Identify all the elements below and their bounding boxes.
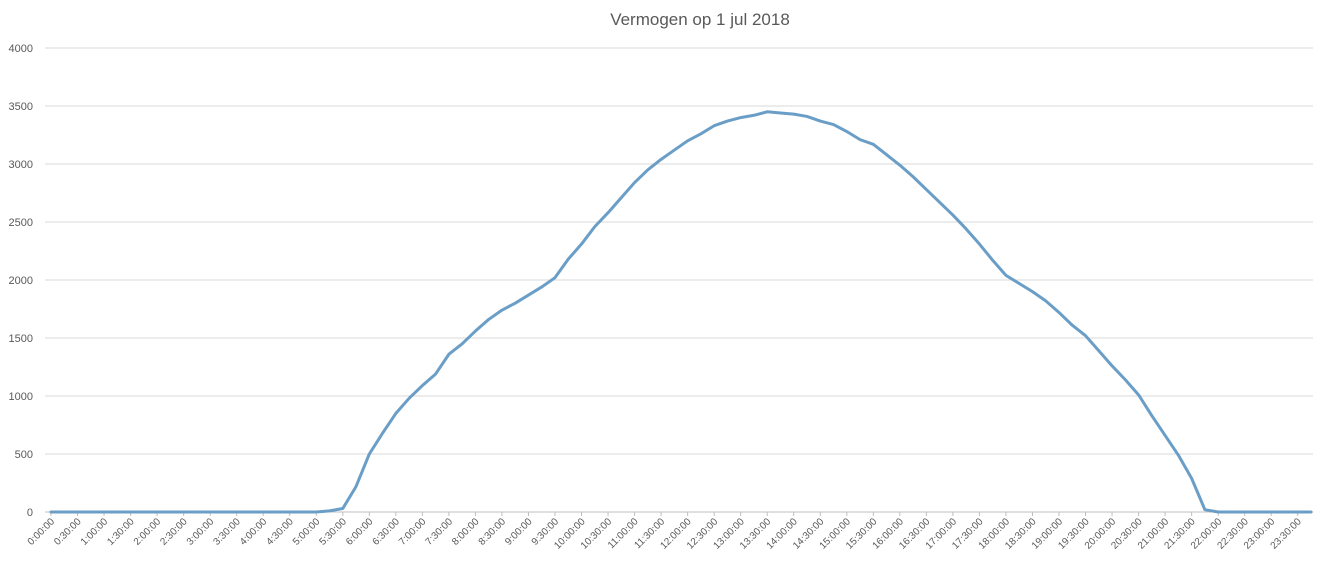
y-tick-label: 0 [27, 507, 33, 519]
x-tick-label: 4:30:00 [264, 516, 296, 548]
y-tick-label: 3000 [9, 159, 33, 171]
x-tick-label: 2:00:00 [132, 516, 164, 548]
y-tick-label: 2500 [9, 217, 33, 229]
gridlines [45, 47, 1313, 513]
y-tick-label: 4000 [9, 43, 33, 55]
x-tick-label: 7:30:00 [424, 516, 456, 548]
x-tick-label: 0:00:00 [26, 516, 58, 548]
y-axis-ticks: 0 500 1000 1500 2000 2500 3000 3500 4000 [9, 43, 33, 519]
series-line-vermogen [49, 110, 1313, 514]
x-tick-label: 2:30:00 [158, 516, 190, 548]
x-tick-label: 3:30:00 [211, 516, 243, 548]
x-tick-label: 6:00:00 [344, 516, 376, 548]
y-tick-label: 1000 [9, 391, 33, 403]
x-tick-label: 8:00:00 [450, 516, 482, 548]
chart-title: Vermogen op 1 jul 2018 [610, 10, 790, 29]
x-tick-label: 1:00:00 [79, 516, 111, 548]
y-tick-label: 1500 [9, 333, 33, 345]
x-tick-label: 9:00:00 [503, 516, 535, 548]
x-tick-label: 5:00:00 [291, 516, 323, 548]
x-tick-label: 6:30:00 [371, 516, 403, 548]
y-tick-label: 2000 [9, 275, 33, 287]
x-tick-label: 8:30:00 [477, 516, 509, 548]
x-tick-label: 1:30:00 [105, 516, 137, 548]
x-tick-label: 3:00:00 [185, 516, 217, 548]
y-tick-label: 3500 [9, 101, 33, 113]
x-axis-ticks: 0:00:000:30:001:00:001:30:002:00:002:30:… [26, 512, 1304, 552]
y-tick-label: 500 [15, 449, 33, 461]
x-tick-label: 7:00:00 [397, 516, 429, 548]
x-tick-label: 0:30:00 [52, 516, 84, 548]
x-tick-label: 5:30:00 [318, 516, 350, 548]
x-tick-label: 4:00:00 [238, 516, 270, 548]
